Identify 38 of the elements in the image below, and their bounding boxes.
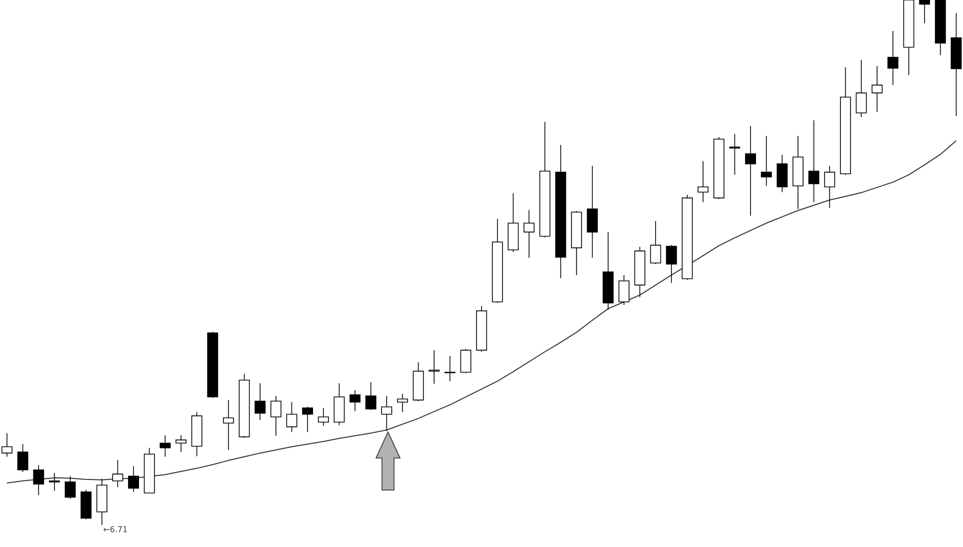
candlestick — [460, 348, 472, 374]
candlestick — [381, 395, 392, 432]
candlestick — [48, 472, 60, 492]
candlestick — [524, 210, 535, 258]
candlestick — [887, 30, 898, 86]
candlestick — [586, 165, 598, 258]
candlestick — [745, 126, 756, 216]
candlestick — [270, 395, 282, 436]
candlestick — [286, 402, 298, 432]
candlestick — [650, 220, 662, 264]
candlestick — [33, 464, 44, 496]
candlestick — [729, 133, 740, 176]
candlestick — [160, 434, 171, 458]
candlestick — [128, 466, 139, 492]
candlestick — [17, 444, 28, 472]
candlestick — [428, 350, 440, 384]
candlestick — [872, 66, 883, 112]
candlestick — [365, 382, 376, 410]
candlestick — [698, 160, 709, 203]
candlestick — [302, 406, 314, 432]
candlestick — [64, 476, 76, 500]
candlestick — [350, 390, 360, 412]
candlestick — [318, 408, 329, 426]
candlestick — [397, 393, 408, 413]
candlestick — [112, 460, 124, 488]
candlestick — [776, 154, 788, 193]
candlestick — [919, 0, 930, 24]
text: ←6.71 — [103, 526, 127, 532]
candlestick — [808, 120, 820, 203]
candlestick — [856, 59, 867, 118]
candlestick — [2, 432, 12, 458]
candlestick — [760, 136, 772, 186]
candlestick — [824, 165, 836, 208]
candlestick — [618, 274, 630, 306]
candlestick — [176, 434, 186, 452]
candlestick — [222, 400, 234, 450]
candlestick — [666, 244, 677, 284]
candlestick — [254, 382, 266, 420]
